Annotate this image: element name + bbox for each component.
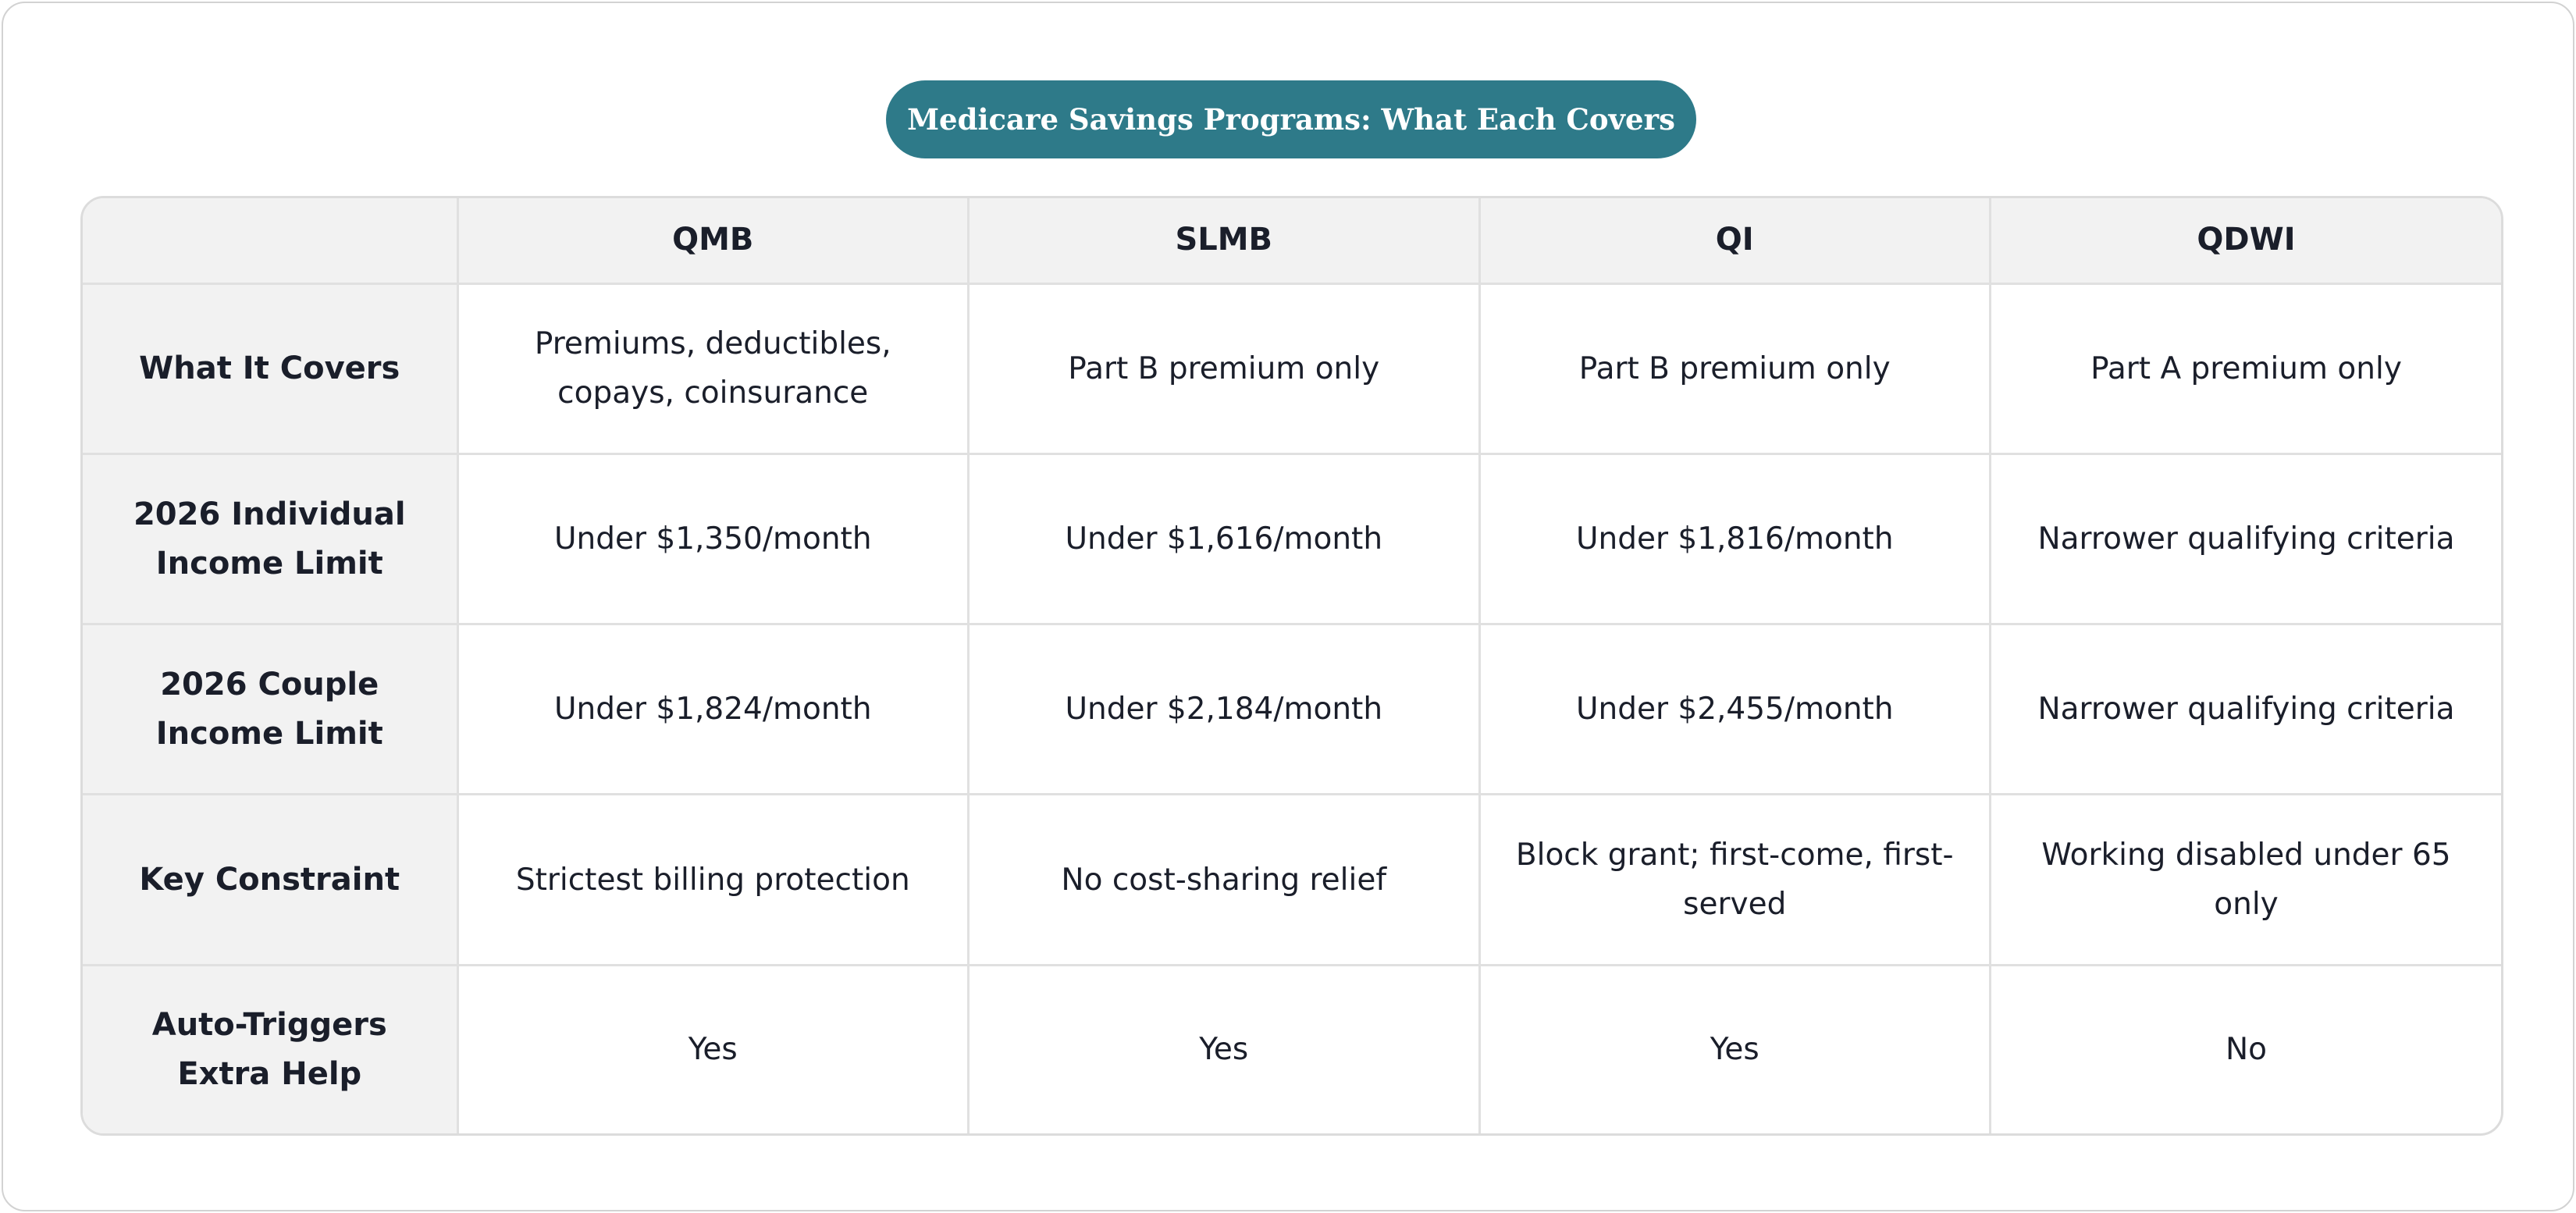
table-cell: Under $2,455/month: [1478, 623, 1991, 796]
column-header-qmb: QMB: [456, 198, 970, 285]
table-row: 2026 Couple Income Limit Under $1,824/mo…: [83, 623, 2501, 796]
table-cell: Part A premium only: [1989, 282, 2501, 455]
table-cell: Under $2,184/month: [967, 623, 1481, 796]
page-title: Medicare Savings Programs: What Each Cov…: [886, 80, 1696, 158]
table-cell: Yes: [1478, 963, 1991, 1133]
row-label-what-it-covers: What It Covers: [83, 282, 459, 455]
table-cell: Under $1,616/month: [967, 452, 1481, 626]
table-cell: Part B premium only: [967, 282, 1481, 455]
table-cell: Part B premium only: [1478, 282, 1991, 455]
table-cell: Narrower qualifying criteria: [1989, 452, 2501, 626]
table-row: Auto-Triggers Extra Help Yes Yes Yes No: [83, 963, 2501, 1133]
column-header-qdwi: QDWI: [1989, 198, 2501, 285]
table-cell: Block grant; first-come, first-served: [1478, 793, 1991, 966]
row-label-individual-income-limit: 2026 Individual Income Limit: [83, 452, 459, 626]
table-cell: Under $1,824/month: [456, 623, 970, 796]
table-cell: Premiums, deductibles, copays, coinsuran…: [456, 282, 970, 455]
table-cell: No cost-sharing relief: [967, 793, 1481, 966]
table-cell: Under $1,350/month: [456, 452, 970, 626]
table-cell: Working disabled under 65 only: [1989, 793, 2501, 966]
column-header-slmb: SLMB: [967, 198, 1481, 285]
column-header-qi: QI: [1478, 198, 1991, 285]
table-row: 2026 Individual Income Limit Under $1,35…: [83, 452, 2501, 626]
row-label-couple-income-limit: 2026 Couple Income Limit: [83, 623, 459, 796]
table-row: Key Constraint Strictest billing protect…: [83, 793, 2501, 966]
table-cell: Under $1,816/month: [1478, 452, 1991, 626]
row-label-auto-triggers-extra-help: Auto-Triggers Extra Help: [83, 963, 459, 1133]
row-label-key-constraint: Key Constraint: [83, 793, 459, 966]
table-cell: Narrower qualifying criteria: [1989, 623, 2501, 796]
table-row: What It Covers Premiums, deductibles, co…: [83, 282, 2501, 455]
column-header-corner: [83, 198, 459, 285]
table-header-row: QMB SLMB QI QDWI: [83, 198, 2501, 285]
table-cell: No: [1989, 963, 2501, 1133]
table-cell: Yes: [456, 963, 970, 1133]
table-cell: Yes: [967, 963, 1481, 1133]
table-cell: Strictest billing protection: [456, 793, 970, 966]
comparison-table: QMB SLMB QI QDWI What It Covers Premiums…: [80, 196, 2503, 1136]
